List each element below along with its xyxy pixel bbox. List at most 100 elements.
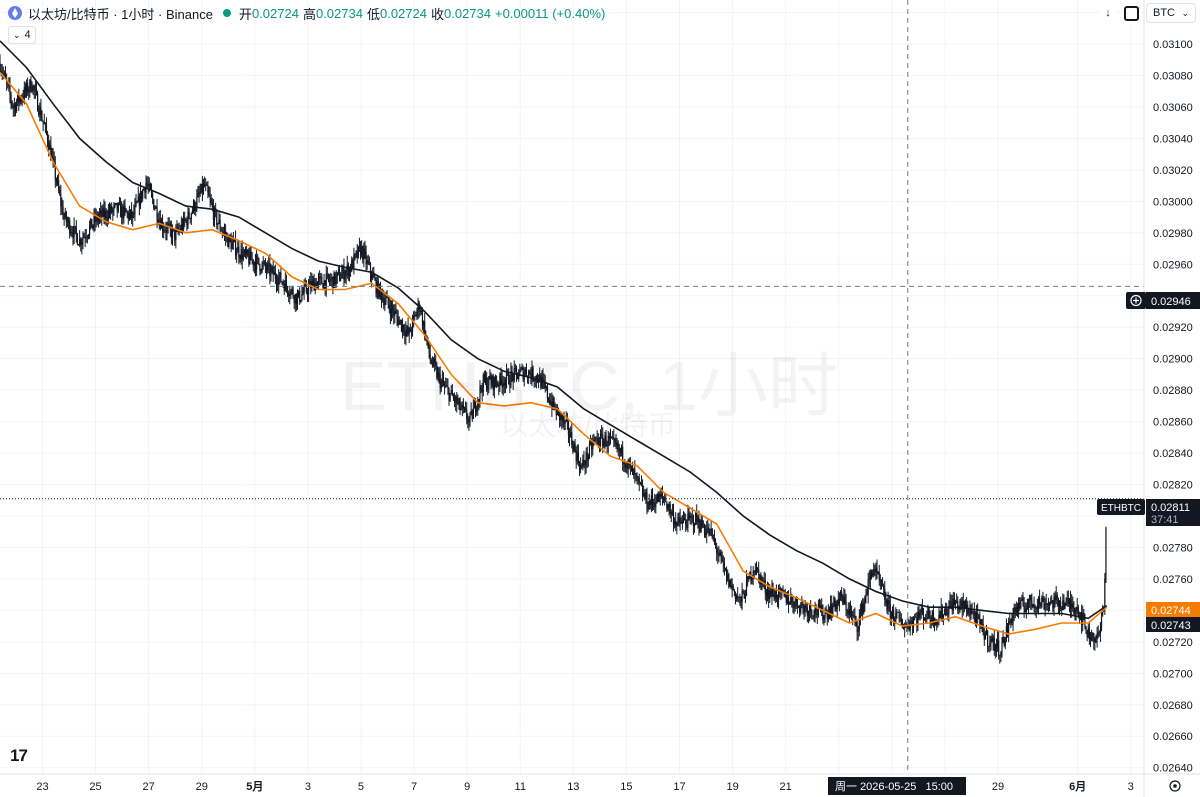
candle-body <box>351 259 353 272</box>
candle-body <box>670 512 672 515</box>
candle-body <box>795 597 797 603</box>
price-axis[interactable]: 0.031200.031000.030800.030600.030400.030… <box>1153 8 1193 775</box>
candle-body <box>549 400 551 404</box>
candle-body <box>960 600 962 602</box>
candle-body <box>456 396 458 404</box>
candle-body <box>18 94 20 103</box>
candle-body <box>658 493 660 503</box>
candle-body <box>1085 626 1087 633</box>
candle-body <box>112 209 114 213</box>
price-tick-label: 0.03000 <box>1153 196 1193 208</box>
candle-body <box>662 496 665 498</box>
fullscreen-button[interactable] <box>1121 3 1141 23</box>
candle-body <box>327 274 330 280</box>
candle-body <box>489 376 491 380</box>
svg-text:37:41: 37:41 <box>1151 514 1179 526</box>
candle-body <box>458 398 460 403</box>
candle-body <box>1046 603 1048 605</box>
candle-body <box>509 383 511 386</box>
candle-body <box>734 591 737 599</box>
candle-body <box>299 290 301 302</box>
candle-body <box>904 625 906 628</box>
candle-body <box>352 259 354 269</box>
candle-body <box>572 445 574 452</box>
time-tick-label: 15 <box>620 781 632 793</box>
candle-body <box>340 278 342 281</box>
chart-header: 以太坊/比特币 · 1小时 · Binance 开 0.02724 高 0.0273… <box>8 4 609 22</box>
candle-body <box>690 516 692 518</box>
candle-body <box>629 464 631 466</box>
candle-body <box>682 518 685 521</box>
candle-body <box>1086 632 1088 638</box>
candle-body <box>261 263 263 271</box>
open-label: 开 <box>238 6 252 22</box>
candle-body <box>313 279 315 291</box>
candle-body <box>993 637 995 651</box>
ma-slow-line <box>0 40 1108 620</box>
candle-body <box>1069 599 1072 609</box>
candle-body <box>321 276 323 284</box>
candle-body <box>228 235 230 247</box>
candle-body <box>693 524 696 527</box>
candle-body <box>303 285 305 293</box>
candle-body <box>773 594 775 600</box>
candle-body <box>242 253 244 260</box>
candle-body <box>1081 612 1083 625</box>
candle-body <box>562 416 564 421</box>
candle-body <box>251 259 253 261</box>
candle-body <box>304 284 306 286</box>
candle-body <box>1001 642 1003 653</box>
candle-body <box>494 377 497 383</box>
tradingview-logo[interactable]: 17 <box>10 746 28 765</box>
candle-body <box>85 237 87 239</box>
candle-body <box>514 367 516 369</box>
candle-body <box>889 603 891 618</box>
candle-body <box>471 410 473 419</box>
candle-body <box>610 437 613 439</box>
candle-body <box>280 272 282 282</box>
legend-toggle-button[interactable]: ⌄ 4 <box>8 26 36 44</box>
candle-body <box>490 379 492 385</box>
symbol-title[interactable]: 以太坊/比特币 · 1小时 · Binance <box>28 6 213 22</box>
candle-body <box>191 210 194 214</box>
settings-gear-icon[interactable] <box>1169 780 1181 792</box>
candle-body <box>810 605 812 611</box>
candle-body <box>873 569 875 576</box>
candle-body <box>388 304 390 309</box>
candle-body <box>123 205 125 219</box>
candle-body <box>679 517 681 523</box>
candle-body <box>1064 605 1066 609</box>
candle-body <box>586 452 588 461</box>
candle-body <box>117 203 119 212</box>
candle-body <box>917 612 919 624</box>
currency-select[interactable]: BTC ⌄ <box>1146 3 1196 23</box>
candle-body <box>15 102 18 112</box>
candle-body <box>703 527 706 534</box>
candle-body <box>1036 605 1038 609</box>
candle-body <box>95 214 97 223</box>
candle-body <box>7 82 9 84</box>
candle-body <box>115 202 117 205</box>
candle-body <box>479 386 481 399</box>
ma-fast-line <box>0 71 1108 635</box>
candle-body <box>434 358 436 364</box>
price-tick-label: 0.02680 <box>1153 700 1193 712</box>
time-axis[interactable]: 232527295月3579111315171921232527296月3 <box>36 780 1133 793</box>
price-tick-label: 0.02660 <box>1153 731 1193 743</box>
candle-body <box>1054 597 1056 601</box>
candle-body <box>613 437 615 439</box>
candle-body <box>700 519 702 532</box>
candle-body <box>817 603 820 615</box>
svg-text:周一 2026-05-25 15:00: 周一 2026-05-25 15:00 <box>835 780 953 793</box>
candle-body <box>687 513 689 528</box>
download-arrow-button[interactable]: ↓ <box>1099 3 1117 23</box>
candle-body <box>301 294 303 301</box>
time-tick-label: 6月 <box>1069 780 1086 793</box>
candle-body <box>336 272 338 276</box>
candle-body <box>994 644 996 651</box>
candle-body <box>833 597 835 607</box>
candle-body <box>666 502 668 510</box>
candle-body <box>529 371 531 375</box>
candle-body <box>869 572 871 580</box>
